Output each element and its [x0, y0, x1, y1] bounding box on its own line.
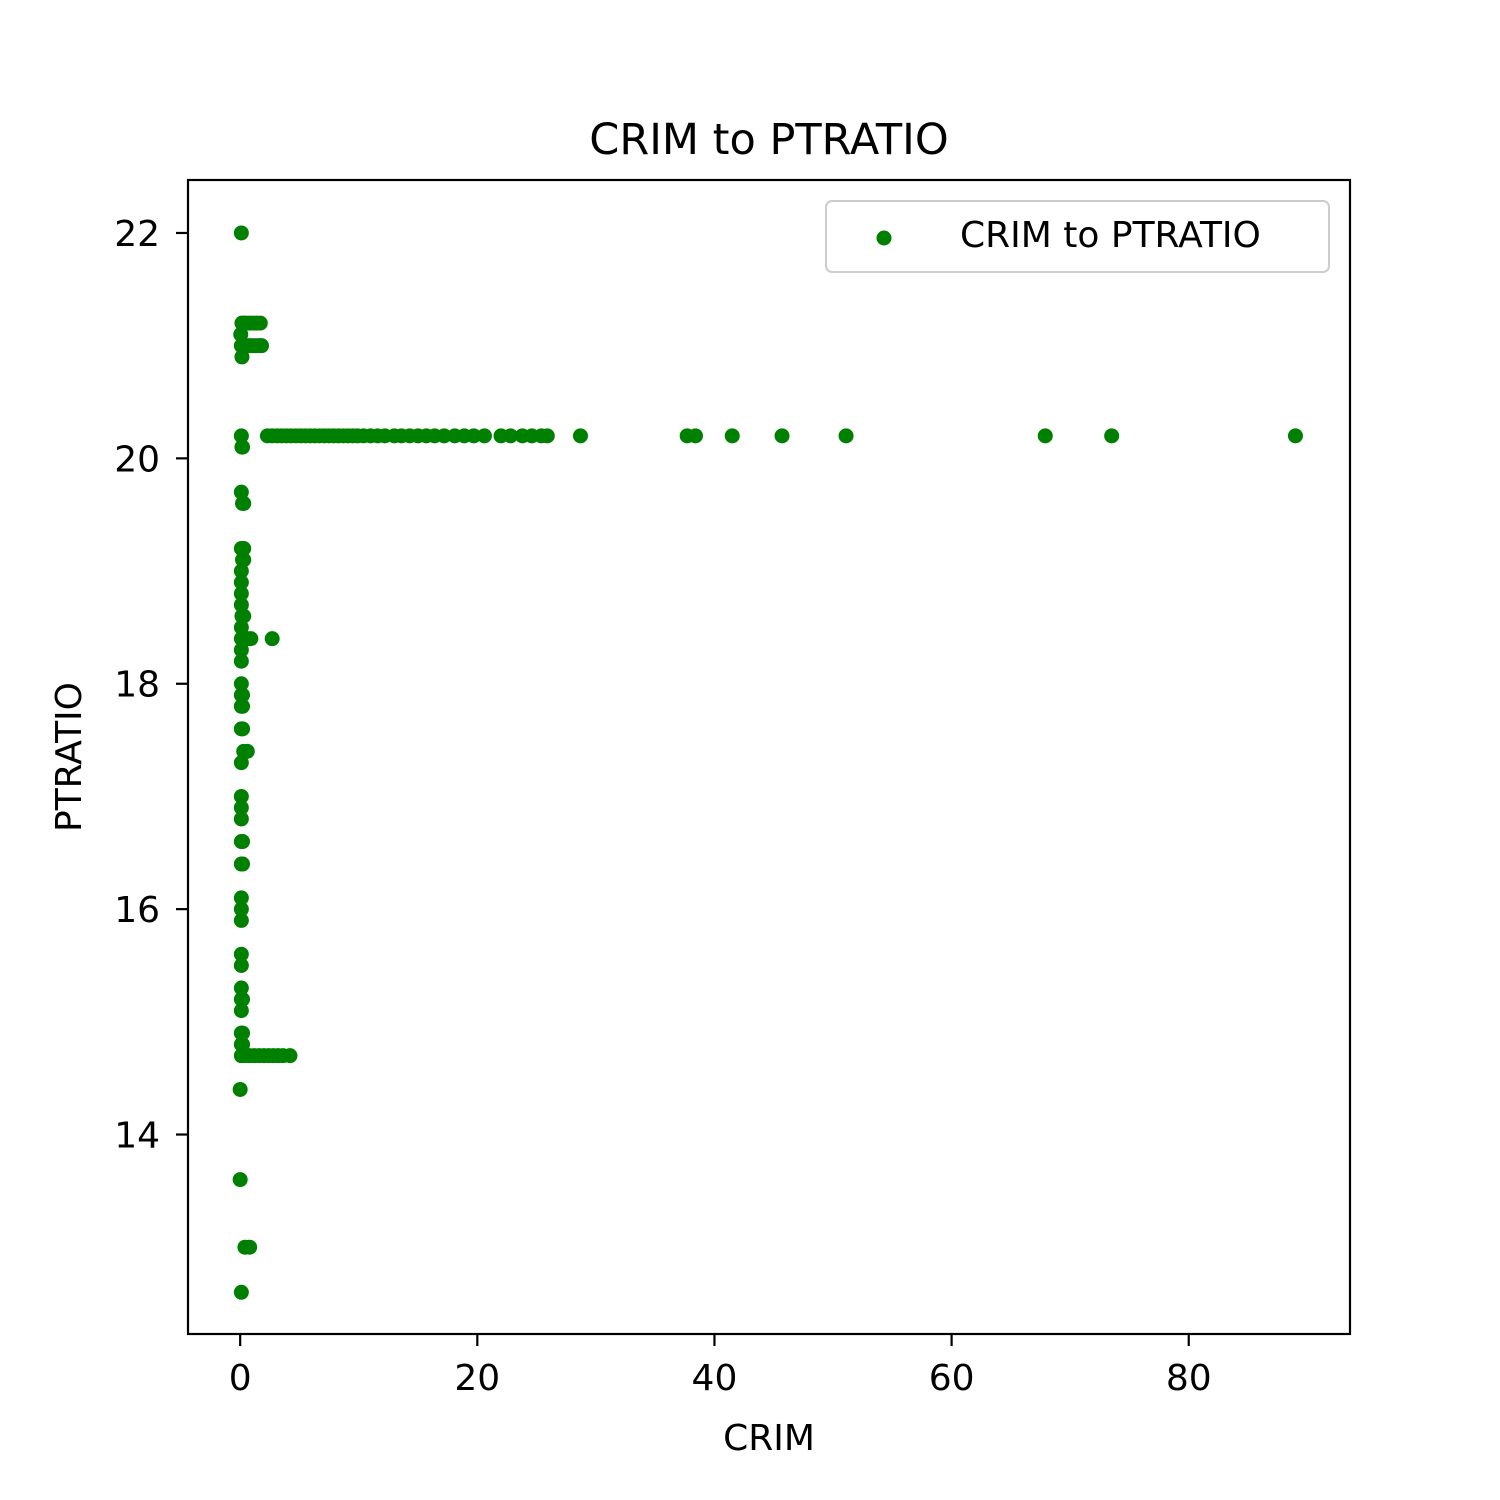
data-point	[236, 608, 252, 624]
data-point	[234, 349, 250, 365]
data-point	[282, 1048, 298, 1064]
data-point	[233, 676, 249, 692]
data-point	[774, 428, 790, 444]
data-point	[236, 541, 252, 557]
data-point	[503, 428, 519, 444]
data-point	[233, 563, 249, 579]
y-tick-label: 16	[114, 890, 160, 931]
data-point	[235, 834, 251, 850]
data-point	[235, 721, 251, 737]
data-point	[1037, 428, 1053, 444]
data-point	[1287, 428, 1303, 444]
data-point	[254, 338, 270, 354]
data-point	[233, 597, 249, 613]
data-point	[233, 586, 249, 602]
data-point	[233, 642, 249, 658]
data-point	[235, 991, 251, 1007]
legend-box	[825, 200, 1330, 273]
data-point	[233, 788, 249, 804]
y-axis-label: PTRATIO	[49, 682, 90, 832]
x-axis-label: CRIM	[723, 1418, 815, 1459]
data-point	[233, 912, 249, 928]
data-point	[233, 1003, 249, 1019]
plot-background	[188, 180, 1350, 1334]
data-point	[539, 428, 555, 444]
data-point	[233, 653, 249, 669]
data-point	[233, 225, 249, 241]
data-point	[233, 980, 249, 996]
data-point	[233, 574, 249, 590]
data-point	[572, 428, 588, 444]
data-point	[236, 552, 252, 568]
data-point	[687, 428, 703, 444]
x-tick-label: 20	[454, 1358, 500, 1399]
y-axis-ticks: 14 16 18 20 22	[114, 214, 188, 1157]
data-point	[242, 1239, 258, 1255]
data-points	[232, 225, 1303, 1300]
data-point	[233, 811, 249, 827]
data-point	[838, 428, 854, 444]
data-point	[1104, 428, 1120, 444]
data-point	[243, 631, 259, 647]
y-tick-label: 14	[114, 1116, 160, 1157]
data-point	[232, 1172, 248, 1188]
data-point	[233, 890, 249, 906]
x-tick-label: 40	[692, 1358, 738, 1399]
legend: CRIM to PTRATIO	[825, 200, 1330, 273]
data-point	[233, 484, 249, 500]
data-point	[235, 439, 251, 455]
data-point	[233, 800, 249, 816]
legend-entry-label: CRIM to PTRATIO	[960, 215, 1261, 256]
data-point	[233, 946, 249, 962]
data-point	[233, 326, 249, 342]
data-point	[466, 428, 482, 444]
data-point	[233, 619, 249, 635]
data-point	[236, 495, 252, 511]
data-point	[436, 428, 452, 444]
data-point	[235, 698, 251, 714]
chart-title: CRIM to PTRATIO	[589, 115, 948, 165]
data-point	[233, 957, 249, 973]
data-point	[233, 1284, 249, 1300]
plot-frame	[186, 178, 1352, 1336]
y-tick-label: 18	[114, 665, 160, 706]
data-point	[233, 755, 249, 771]
data-point	[232, 1081, 248, 1097]
data-point	[233, 428, 249, 444]
data-point	[264, 631, 280, 647]
x-axis-ticks: 0 20 40 60 80	[229, 1334, 1212, 1399]
y-tick-label: 20	[114, 439, 160, 480]
x-tick-label: 0	[229, 1358, 252, 1399]
data-point	[235, 1036, 251, 1052]
data-point	[235, 856, 251, 872]
legend-marker	[876, 230, 892, 246]
data-point	[476, 428, 492, 444]
data-point	[239, 743, 255, 759]
y-tick-label: 22	[114, 214, 160, 255]
data-point	[233, 901, 249, 917]
data-point	[252, 315, 268, 331]
x-tick-label: 60	[929, 1358, 975, 1399]
x-tick-label: 80	[1166, 1358, 1212, 1399]
data-point	[235, 1025, 251, 1041]
data-point	[724, 428, 740, 444]
data-point	[235, 687, 251, 703]
